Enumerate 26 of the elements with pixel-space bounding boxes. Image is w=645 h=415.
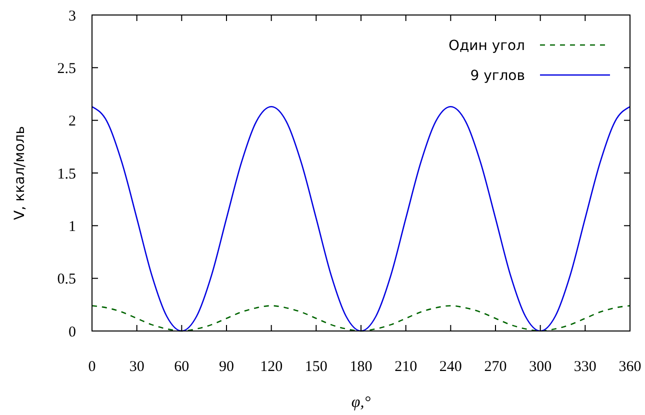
x-tick-label: 270 <box>484 359 507 375</box>
y-tick-label: 1 <box>68 218 76 235</box>
x-tick-label: 360 <box>618 359 642 375</box>
line-series <box>91 305 631 332</box>
x-tick-label: 300 <box>529 359 552 375</box>
x-tick-label: 60 <box>174 359 190 375</box>
x-axis-title: φ,° <box>351 394 372 411</box>
x-tick-label: 330 <box>574 359 596 375</box>
y-tick-label: 2.5 <box>57 60 76 77</box>
legend-label: 9 углов <box>470 68 525 84</box>
x-tick-label: 0 <box>88 359 96 375</box>
x-tick-label: 210 <box>394 359 418 375</box>
x-tick-label: 120 <box>260 359 283 375</box>
x-tick-label: 30 <box>129 359 144 375</box>
x-tick-label: 240 <box>439 359 462 375</box>
y-tick-label: 3 <box>68 8 76 24</box>
y-axis-title: V, ккал/моль <box>12 126 28 220</box>
y-tick-label: 0.5 <box>57 272 76 288</box>
y-tick-label: 0 <box>68 324 76 340</box>
y-tick-label: 2 <box>68 114 76 130</box>
line-series <box>91 106 631 332</box>
x-tick-label: 180 <box>350 359 372 375</box>
y-tick-label: 1.5 <box>57 166 76 182</box>
x-tick-label: 90 <box>219 359 234 375</box>
legend-label: Один угол <box>448 38 525 54</box>
x-tick-label: 150 <box>304 359 328 375</box>
